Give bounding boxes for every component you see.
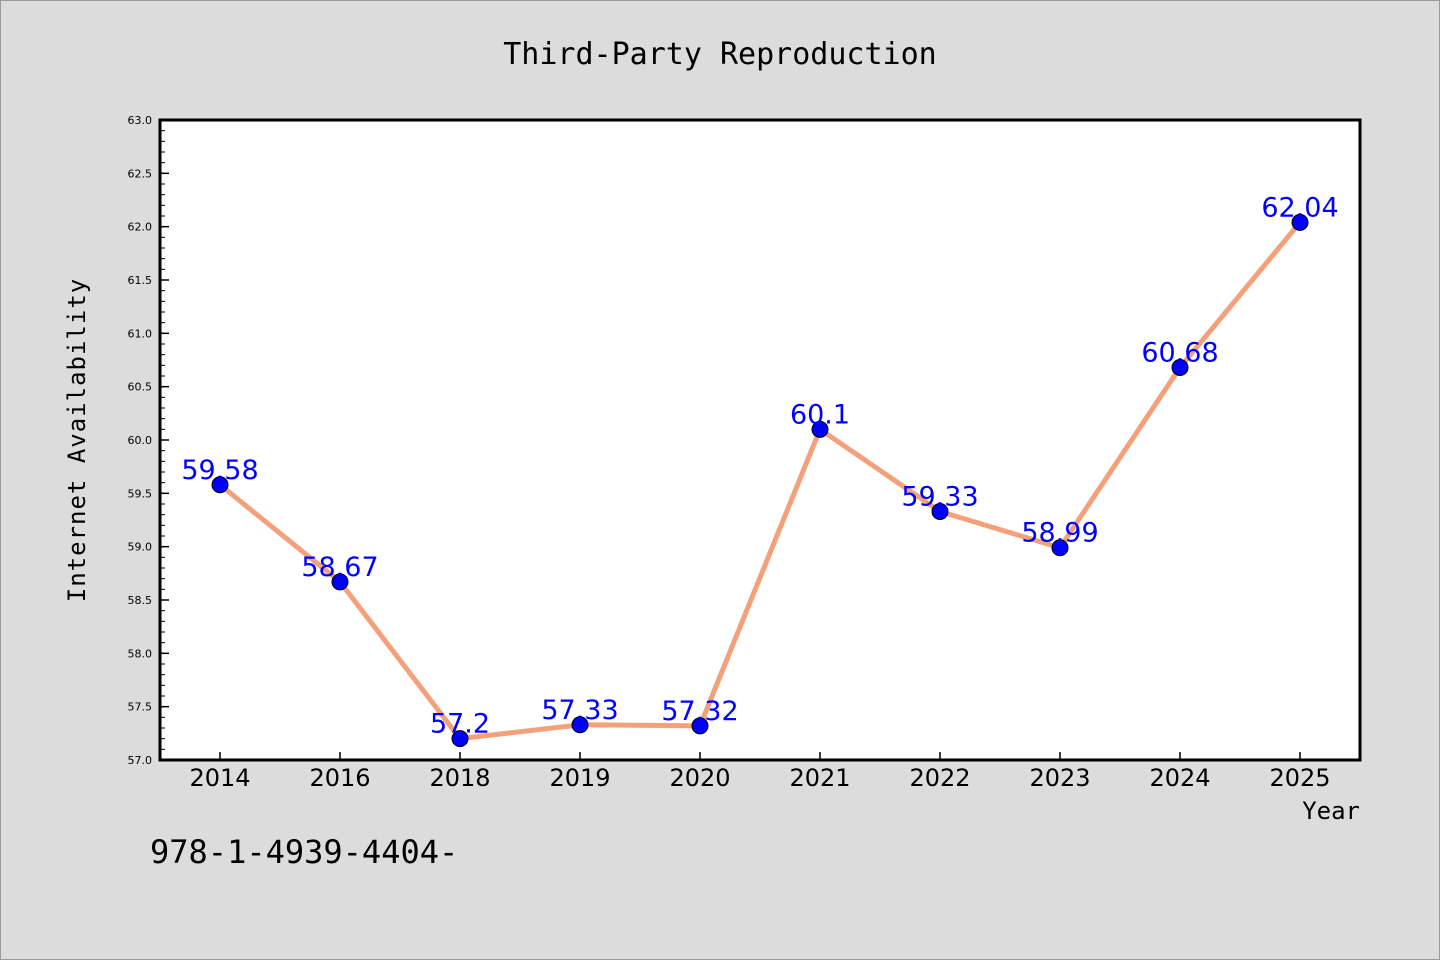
x-tick-label: 2016 bbox=[309, 764, 370, 792]
data-point bbox=[1291, 213, 1309, 231]
data-point bbox=[331, 573, 349, 591]
x-tick-label: 2025 bbox=[1269, 764, 1330, 792]
y-tick-label: 62.5 bbox=[128, 167, 153, 180]
x-tick-label: 2021 bbox=[789, 764, 850, 792]
y-axis-label: Internet Availability bbox=[63, 278, 91, 602]
data-point bbox=[1051, 539, 1069, 557]
data-label: 57.32 bbox=[661, 696, 738, 727]
x-tick-label: 2019 bbox=[549, 764, 610, 792]
x-tick-label: 2020 bbox=[669, 764, 730, 792]
data-label: 58.99 bbox=[1021, 518, 1098, 549]
data-point bbox=[1171, 358, 1189, 376]
data-point bbox=[211, 476, 229, 494]
data-label: 58.67 bbox=[301, 552, 378, 583]
y-tick-label: 57.5 bbox=[128, 701, 153, 714]
y-tick-label: 57.0 bbox=[128, 754, 153, 767]
data-point bbox=[931, 502, 949, 520]
data-point bbox=[571, 716, 589, 734]
y-tick-label: 61.0 bbox=[128, 327, 153, 340]
data-label: 57.33 bbox=[541, 695, 618, 726]
data-label: 57.2 bbox=[430, 709, 490, 740]
y-tick-label: 58.5 bbox=[128, 594, 153, 607]
data-label: 62.04 bbox=[1261, 192, 1338, 223]
data-point bbox=[451, 730, 469, 748]
y-tick-label: 61.5 bbox=[128, 274, 153, 287]
x-axis: 2014 2016 2018 2019 2020 2021 2022 2023 2024 2025 bbox=[189, 752, 1331, 792]
x-tick-label: 2022 bbox=[909, 764, 970, 792]
y-tick-label: 62.0 bbox=[128, 221, 153, 234]
x-tick-label: 2023 bbox=[1029, 764, 1090, 792]
data-point bbox=[691, 717, 709, 735]
x-tick-label: 2024 bbox=[1149, 764, 1210, 792]
y-tick-label: 59.5 bbox=[128, 487, 153, 500]
y-tick-label: 58.0 bbox=[128, 647, 153, 660]
x-tick-label: 2018 bbox=[429, 764, 490, 792]
y-tick-label: 59.0 bbox=[128, 541, 153, 554]
y-tick-label: 60.5 bbox=[128, 381, 153, 394]
data-label: 59.33 bbox=[901, 481, 978, 512]
chart-title: Third-Party Reproduction bbox=[503, 37, 936, 72]
footnote: 978-1-4939-4404- bbox=[150, 833, 458, 871]
y-tick-label: 60.0 bbox=[128, 434, 153, 447]
data-label: 60.68 bbox=[1141, 337, 1218, 368]
plot-border bbox=[158, 118, 1362, 762]
y-tick-label: 63.0 bbox=[128, 114, 153, 127]
data-label: 60.1 bbox=[790, 399, 850, 430]
series-line bbox=[217, 219, 1303, 742]
series-layer: 59.58 58.67 57.2 57.33 57.32 60.1 59.33 58.99 60… bbox=[181, 192, 1339, 748]
x-axis-label: Year bbox=[1302, 797, 1360, 825]
x-tick-label: 2014 bbox=[189, 764, 250, 792]
plot-area bbox=[160, 120, 1360, 760]
data-point bbox=[811, 420, 829, 438]
data-label: 59.58 bbox=[181, 455, 258, 486]
